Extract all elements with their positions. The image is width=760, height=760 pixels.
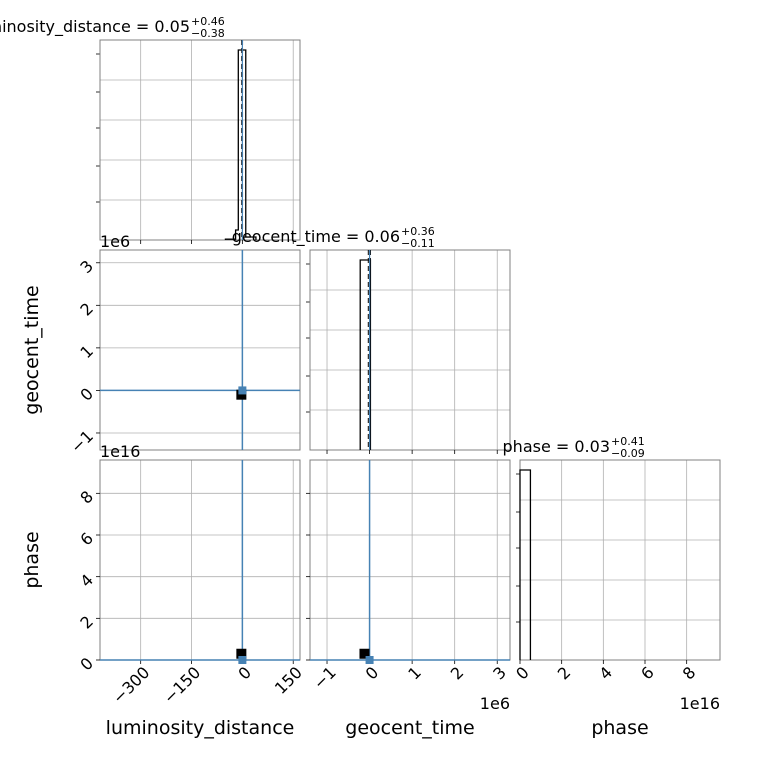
y-tick-label: 0 [76, 384, 97, 405]
histogram-step [224, 49, 257, 240]
y-tick-label: −1 [67, 427, 97, 457]
y-tick-label: 8 [76, 487, 97, 508]
panel-geocent_time-vs-phase: −1 0 1 2 3 geocent_time 1e6 [306, 459, 511, 739]
panel-frame [99, 459, 301, 661]
y-tick-label: 2 [76, 612, 97, 633]
x-tick-label: −300 [109, 663, 154, 708]
panel-geocent_time-1d: geocent_time = 0.06 +0.36−0.11 [232, 225, 511, 454]
y-tick-label: 0 [76, 654, 97, 675]
title-sup: +0.46 [191, 15, 225, 28]
x-tick-label: 2 [554, 663, 575, 684]
x-tick-label: 8 [679, 663, 700, 684]
x-tick-label: 0 [512, 663, 533, 684]
y-tick-label: 2 [76, 299, 97, 320]
sample-point [236, 389, 247, 400]
panel-frame [309, 249, 511, 451]
y-tick-label: 1 [76, 342, 97, 363]
panel-luminosity_distance-vs-phase: −300 −150 0 150 0 2 4 6 8 luminosity_distance phas… [21, 442, 306, 739]
x-axis-label: luminosity_distance [106, 717, 295, 739]
panel-title: phase = 0.03 +0.41−0.09 [503, 435, 645, 460]
x-tick-label: 2 [447, 663, 468, 684]
panel-frame [99, 249, 301, 451]
sample-point [237, 394, 242, 399]
title-sup: +0.36 [401, 225, 435, 238]
title-sub: −0.09 [611, 447, 645, 460]
y-tick-label: 3 [76, 256, 97, 277]
x-tick-label: 6 [637, 663, 658, 684]
panel-frame [519, 459, 721, 661]
x-tick-label: −1 [310, 663, 340, 693]
y-tick-label: 4 [76, 570, 97, 591]
y-offset-label: 1e6 [100, 232, 130, 251]
panel-luminosity_distance-vs-geocent_time: −1 0 1 2 3 geocent_time 1e6 [21, 232, 301, 457]
y-offset-label: 1e16 [100, 442, 140, 461]
title-sub: −0.11 [401, 237, 435, 250]
panel-title: luminosity_distance = 0.05+0.46−0.38 [0, 15, 225, 40]
panel-frame [309, 459, 511, 661]
y-axis-label: geocent_time [21, 285, 43, 414]
sample-point [359, 648, 370, 659]
panel-luminosity_distance-1d: luminosity_distance = 0.05+0.46−0.38 [0, 15, 301, 244]
x-tick-label: 3 [489, 663, 510, 684]
x-tick-label: 0 [234, 663, 255, 684]
title-sub: −0.38 [191, 27, 225, 40]
title-main: luminosity_distance = 0.05 [0, 17, 190, 37]
panel-phase-1d: phase = 0.03 +0.41−0.09 0 2 4 6 8 phase 1e16 [503, 435, 721, 739]
panel-frame [99, 39, 301, 241]
histogram-step [359, 259, 372, 450]
x-tick-label: 4 [595, 663, 616, 684]
x-tick-label: 0 [362, 663, 383, 684]
histogram-step [519, 469, 532, 660]
panel-title: geocent_time = 0.06 +0.36−0.11 [232, 225, 435, 250]
sample-point [236, 648, 247, 659]
histogram-bin [520, 470, 530, 660]
title-sup: +0.41 [611, 435, 645, 448]
x-tick-label: −150 [160, 663, 205, 708]
truth-marker [238, 656, 247, 664]
x-tick-label: 150 [271, 663, 306, 698]
x-offset-label: 1e16 [680, 694, 720, 713]
truth-marker [365, 656, 374, 664]
x-axis-label: phase [591, 717, 648, 739]
x-tick-label: 1 [404, 663, 425, 684]
truth-marker [238, 386, 247, 395]
x-offset-label: 1e6 [480, 694, 510, 713]
x-axis-label: geocent_time [345, 717, 474, 739]
title-main: geocent_time = 0.06 [232, 227, 400, 247]
y-axis-label: phase [21, 531, 43, 588]
histogram-bin [360, 260, 370, 450]
title-main: phase = 0.03 [503, 437, 610, 456]
y-tick-label: 6 [76, 529, 97, 550]
